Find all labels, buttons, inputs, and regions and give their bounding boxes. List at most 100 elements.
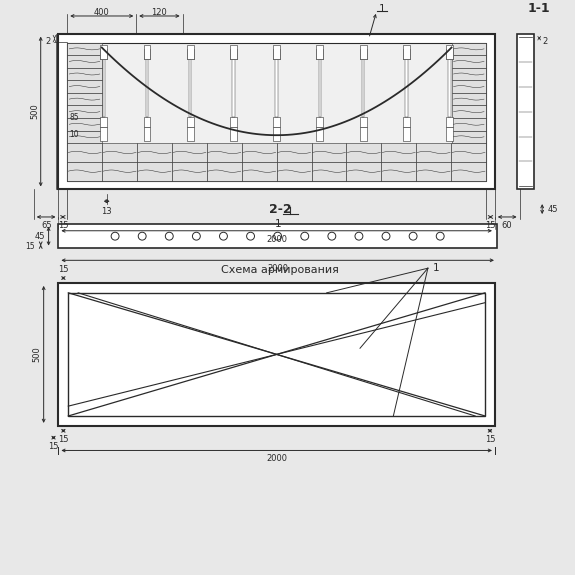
Bar xyxy=(403,126,410,141)
Bar xyxy=(273,44,280,59)
Bar xyxy=(187,126,194,141)
Text: 2-2: 2-2 xyxy=(269,202,292,216)
Bar xyxy=(312,143,347,162)
Bar xyxy=(242,162,277,181)
Bar xyxy=(316,117,323,126)
Bar xyxy=(277,143,312,162)
Bar xyxy=(100,44,107,59)
Text: 400: 400 xyxy=(94,7,110,17)
Bar xyxy=(403,44,410,59)
Text: 15: 15 xyxy=(58,265,68,274)
Bar xyxy=(446,126,453,141)
Bar xyxy=(516,34,534,189)
Text: 500: 500 xyxy=(32,347,41,362)
Bar xyxy=(67,118,102,131)
Bar xyxy=(273,117,280,126)
Bar xyxy=(230,49,237,59)
Bar xyxy=(312,162,347,181)
Bar xyxy=(137,162,172,181)
Bar xyxy=(347,143,381,162)
Bar xyxy=(67,162,102,181)
Bar xyxy=(207,162,242,181)
Bar xyxy=(451,143,486,162)
Bar xyxy=(360,117,367,126)
Bar xyxy=(67,68,102,80)
Bar xyxy=(230,126,237,141)
Bar xyxy=(451,93,486,105)
Text: 2000: 2000 xyxy=(266,235,287,244)
Text: 15: 15 xyxy=(58,435,68,444)
Bar xyxy=(102,59,105,117)
Bar xyxy=(189,59,191,117)
Bar xyxy=(172,162,207,181)
Bar xyxy=(451,105,486,118)
Bar xyxy=(451,55,486,68)
Bar xyxy=(416,162,451,181)
Text: 500: 500 xyxy=(30,104,39,120)
Bar xyxy=(137,143,172,162)
Bar xyxy=(360,126,367,141)
Text: 2000: 2000 xyxy=(267,264,288,273)
Text: 15: 15 xyxy=(485,221,496,230)
Bar xyxy=(381,143,416,162)
Bar xyxy=(316,49,323,59)
Text: 45: 45 xyxy=(548,205,558,213)
Bar xyxy=(448,59,451,117)
Bar xyxy=(242,143,277,162)
Bar xyxy=(68,293,485,416)
Bar xyxy=(67,43,102,55)
Bar xyxy=(145,59,148,117)
Text: 1-1: 1-1 xyxy=(528,2,550,14)
Text: 45: 45 xyxy=(34,232,45,241)
Bar xyxy=(102,162,137,181)
Bar xyxy=(451,131,486,143)
Bar xyxy=(67,105,102,118)
Bar xyxy=(144,117,151,126)
Bar xyxy=(277,162,312,181)
Bar xyxy=(360,44,367,59)
Text: 1: 1 xyxy=(275,219,281,229)
Bar xyxy=(67,93,102,105)
Bar xyxy=(187,117,194,126)
Bar xyxy=(446,44,453,59)
Bar xyxy=(144,49,151,59)
Text: 15: 15 xyxy=(48,442,59,451)
Bar xyxy=(230,44,237,59)
Text: 15: 15 xyxy=(485,435,495,444)
Bar xyxy=(362,59,365,117)
Bar xyxy=(403,49,410,59)
Bar xyxy=(232,59,235,117)
Bar xyxy=(102,143,137,162)
Bar xyxy=(59,224,497,248)
Bar xyxy=(67,55,102,68)
Bar xyxy=(67,43,486,181)
Bar xyxy=(67,131,102,143)
Text: 120: 120 xyxy=(152,7,167,17)
Bar xyxy=(172,143,207,162)
Bar xyxy=(100,117,107,126)
Bar xyxy=(381,162,416,181)
Bar xyxy=(403,117,410,126)
Text: 2000: 2000 xyxy=(266,454,287,463)
Text: 1: 1 xyxy=(380,4,386,14)
Bar xyxy=(360,49,367,59)
Bar xyxy=(187,49,194,59)
Text: 65: 65 xyxy=(41,221,52,230)
Bar xyxy=(100,126,107,141)
Bar xyxy=(273,126,280,141)
Bar xyxy=(230,117,237,126)
Bar xyxy=(67,143,102,162)
Bar xyxy=(275,59,278,117)
Bar xyxy=(59,283,495,426)
Text: 2: 2 xyxy=(542,37,547,46)
Text: 85: 85 xyxy=(69,113,79,122)
Bar xyxy=(405,59,408,117)
Text: 10: 10 xyxy=(69,130,79,139)
Bar xyxy=(319,59,321,117)
Text: 13: 13 xyxy=(101,207,112,216)
Bar xyxy=(347,162,381,181)
Bar xyxy=(316,44,323,59)
Text: Схема армирования: Схема армирования xyxy=(221,265,339,275)
Text: 60: 60 xyxy=(501,221,512,230)
Bar xyxy=(207,143,242,162)
